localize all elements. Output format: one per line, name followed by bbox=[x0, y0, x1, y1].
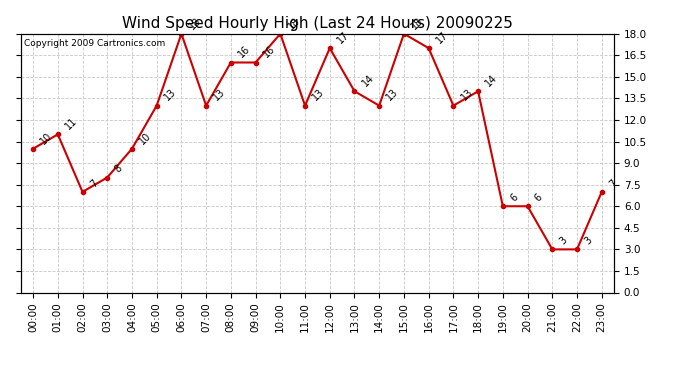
Text: 17: 17 bbox=[434, 30, 450, 45]
Text: 7: 7 bbox=[607, 178, 619, 189]
Text: 13: 13 bbox=[310, 87, 326, 103]
Text: 10: 10 bbox=[137, 130, 153, 146]
Text: 18: 18 bbox=[187, 15, 203, 31]
Text: 14: 14 bbox=[484, 73, 500, 88]
Text: 16: 16 bbox=[237, 44, 252, 60]
Text: 6: 6 bbox=[533, 192, 544, 204]
Text: 13: 13 bbox=[459, 87, 475, 103]
Text: 18: 18 bbox=[409, 15, 425, 31]
Text: 6: 6 bbox=[509, 192, 520, 204]
Text: 8: 8 bbox=[112, 164, 124, 175]
Text: 16: 16 bbox=[261, 44, 277, 60]
Text: 7: 7 bbox=[88, 178, 99, 189]
Text: 13: 13 bbox=[162, 87, 178, 103]
Text: 3: 3 bbox=[582, 235, 594, 247]
Text: 14: 14 bbox=[360, 73, 376, 88]
Text: 10: 10 bbox=[39, 130, 55, 146]
Text: 13: 13 bbox=[385, 87, 400, 103]
Text: 17: 17 bbox=[335, 30, 351, 45]
Title: Wind Speed Hourly High (Last 24 Hours) 20090225: Wind Speed Hourly High (Last 24 Hours) 2… bbox=[122, 16, 513, 31]
Text: Copyright 2009 Cartronics.com: Copyright 2009 Cartronics.com bbox=[23, 39, 165, 48]
Text: 18: 18 bbox=[286, 15, 302, 31]
Text: 3: 3 bbox=[558, 235, 569, 247]
Text: 11: 11 bbox=[63, 116, 79, 132]
Text: 13: 13 bbox=[212, 87, 228, 103]
